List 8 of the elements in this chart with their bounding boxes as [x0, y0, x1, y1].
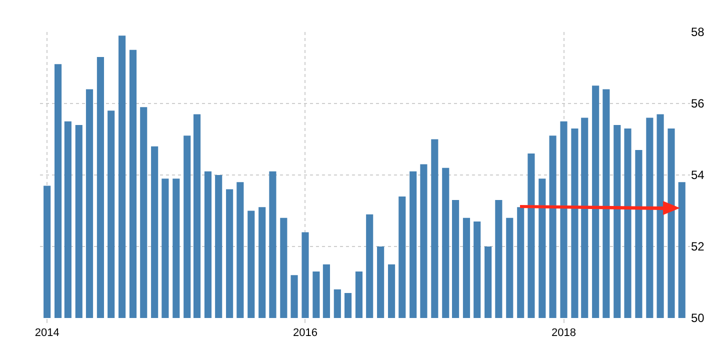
y-tick-label: 58	[691, 25, 705, 40]
y-tick-label: 50	[691, 311, 705, 326]
x-tick-label: 2018	[552, 327, 576, 340]
y-tick-label: 54	[691, 168, 705, 182]
y-tick-label: 56	[691, 96, 705, 111]
y-tick-label: 52	[691, 240, 705, 254]
x-tick-label: 2014	[34, 327, 60, 340]
x-tick-label: 2016	[292, 327, 318, 340]
